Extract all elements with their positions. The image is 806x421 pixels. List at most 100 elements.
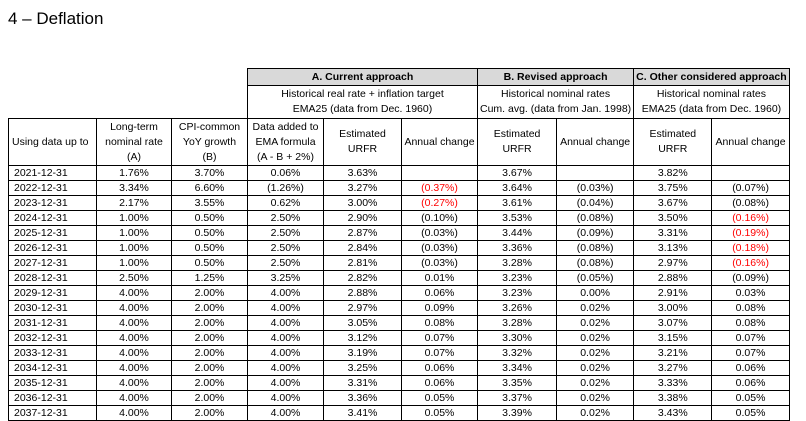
ema-data-cell: 2.50% — [247, 225, 324, 241]
nominal-rate-cell: 4.00% — [96, 300, 172, 316]
table-row: 2037-12-31 4.00% 2.00% 4.00% 3.41% 0.05% 3.39%… — [8, 405, 790, 421]
group-b-method: Historical nominal rates — [501, 88, 611, 100]
date-cell: 2027-12-31 — [8, 255, 97, 271]
urfr-a-cell: 2.81% — [323, 255, 402, 271]
urfr-b-cell: 3.23% — [476, 285, 558, 301]
urfr-a-cell: 3.12% — [323, 330, 402, 346]
change-b-cell: 0.02% — [556, 405, 635, 421]
urfr-a-cell: 2.88% — [323, 285, 402, 301]
urfr-c-cell: 3.15% — [633, 330, 713, 346]
urfr-a-cell: 3.05% — [323, 315, 402, 331]
change-b-cell: (0.05%) — [556, 270, 635, 286]
col-header-line: URFR — [658, 143, 688, 155]
date-cell: 2033-12-31 — [8, 345, 97, 361]
cpi-growth-cell: 2.00% — [171, 285, 248, 301]
date-cell: 2028-12-31 — [8, 270, 97, 286]
urfr-a-cell: 3.25% — [323, 360, 402, 376]
date-cell: 2030-12-31 — [8, 300, 97, 316]
col-header-line: (A) — [127, 150, 141, 163]
nominal-rate-cell: 4.00% — [96, 375, 172, 391]
nominal-rate-cell: 1.76% — [96, 165, 172, 181]
col-header-line: Data added to — [252, 120, 319, 133]
change-a-cell — [401, 165, 478, 181]
urfr-b-cell: 3.30% — [476, 330, 558, 346]
urfr-b-cell: 3.53% — [476, 210, 558, 226]
nominal-rate-cell: 4.00% — [96, 390, 172, 406]
cpi-growth-cell: 0.50% — [171, 225, 248, 241]
group-c-method: Historical nominal rates — [656, 88, 766, 100]
change-b-cell: 0.02% — [556, 390, 635, 406]
nominal-rate-cell: 4.00% — [96, 315, 172, 331]
urfr-a-cell: 2.90% — [323, 210, 402, 226]
table-row: 2033-12-31 4.00% 2.00% 4.00% 3.19% 0.07% 3.32%… — [8, 345, 790, 361]
nominal-rate-cell: 4.00% — [96, 405, 172, 421]
urfr-c-cell: 3.27% — [633, 360, 713, 376]
date-cell: 2023-12-31 — [8, 195, 97, 211]
nominal-rate-cell: 1.00% — [96, 210, 172, 226]
ema-data-cell: 4.00% — [247, 345, 324, 361]
urfr-b-cell: 3.67% — [476, 165, 558, 181]
change-a-cell: (0.10%) — [401, 210, 478, 226]
ema-data-cell: 0.06% — [247, 165, 324, 181]
urfr-a-cell: 3.19% — [323, 345, 402, 361]
urfr-c-cell: 3.82% — [633, 165, 713, 181]
table-row: 2034-12-31 4.00% 2.00% 4.00% 3.25% 0.06% 3.34%… — [8, 360, 790, 376]
urfr-b-cell: 3.64% — [476, 180, 558, 196]
ema-data-cell: 0.62% — [247, 195, 324, 211]
cpi-growth-cell: 0.50% — [171, 255, 248, 271]
urfr-a-cell: 2.84% — [323, 240, 402, 256]
change-b-cell: 0.02% — [556, 315, 635, 331]
table-row: 2030-12-31 4.00% 2.00% 4.00% 2.97% 0.09% 3.26%… — [8, 300, 790, 316]
change-a-cell: (0.03%) — [401, 225, 478, 241]
urfr-a-cell: 3.31% — [323, 375, 402, 391]
ema-data-cell: 4.00% — [247, 315, 324, 331]
change-a-cell: (0.37%) — [401, 180, 478, 196]
ema-data-cell: 4.00% — [247, 330, 324, 346]
change-a-cell: 0.07% — [401, 345, 478, 361]
ema-data-cell: 4.00% — [247, 285, 324, 301]
change-a-cell: 0.06% — [401, 360, 478, 376]
col-header-line: URFR — [502, 143, 532, 155]
urfr-b-cell: 3.28% — [476, 255, 558, 271]
table-row: 2036-12-31 4.00% 2.00% 4.00% 3.36% 0.05% 3.37%… — [8, 390, 790, 406]
table-row: 2035-12-31 4.00% 2.00% 4.00% 3.31% 0.06% 3.35%… — [8, 375, 790, 391]
urfr-c-cell: 3.67% — [633, 195, 713, 211]
group-b-title: B. Revised approach — [476, 68, 635, 86]
change-c-cell: (0.18%) — [711, 240, 790, 256]
urfr-b-cell: 3.26% — [476, 300, 558, 316]
urfr-b-cell: 3.39% — [476, 405, 558, 421]
date-cell: 2021-12-31 — [8, 165, 97, 181]
cpi-growth-cell: 3.55% — [171, 195, 248, 211]
urfr-c-cell: 3.38% — [633, 390, 713, 406]
table-row: 2027-12-31 1.00% 0.50% 2.50% 2.81% (0.03%) 3.2… — [8, 255, 790, 271]
change-b-cell: 0.00% — [556, 285, 635, 301]
cpi-growth-cell: 2.00% — [171, 315, 248, 331]
ema-data-cell: 2.50% — [247, 255, 324, 271]
table-row: 2024-12-31 1.00% 0.50% 2.50% 2.90% (0.10%) 3.5… — [8, 210, 790, 226]
change-a-cell: (0.03%) — [401, 255, 478, 271]
cpi-growth-cell: 1.25% — [171, 270, 248, 286]
ema-data-cell: 2.50% — [247, 240, 324, 256]
nominal-rate-cell: 1.00% — [96, 255, 172, 271]
change-c-cell: 0.06% — [711, 360, 790, 376]
urfr-c-cell: 3.31% — [633, 225, 713, 241]
col-header-line: Estimated — [493, 128, 541, 140]
date-cell: 2022-12-31 — [8, 180, 97, 196]
col-header-line: YoY growth — [182, 135, 237, 148]
change-a-cell: 0.07% — [401, 330, 478, 346]
deflation-table: A. Current approach B. Revised approach … — [8, 68, 790, 421]
urfr-c-cell: 3.43% — [633, 405, 713, 421]
urfr-a-cell: 2.87% — [323, 225, 402, 241]
urfr-a-cell: 2.97% — [323, 300, 402, 316]
date-cell: 2036-12-31 — [8, 390, 97, 406]
date-cell: 2032-12-31 — [8, 330, 97, 346]
change-b-cell: 0.02% — [556, 360, 635, 376]
change-b-cell: (0.04%) — [556, 195, 635, 211]
change-b-cell: (0.03%) — [556, 180, 635, 196]
cpi-growth-cell: 3.70% — [171, 165, 248, 181]
urfr-a-cell: 3.00% — [323, 195, 402, 211]
table-row: 2025-12-31 1.00% 0.50% 2.50% 2.87% (0.03%) 3.4… — [8, 225, 790, 241]
cpi-growth-cell: 2.00% — [171, 390, 248, 406]
change-c-cell: (0.07%) — [711, 180, 790, 196]
change-b-cell — [556, 165, 635, 181]
